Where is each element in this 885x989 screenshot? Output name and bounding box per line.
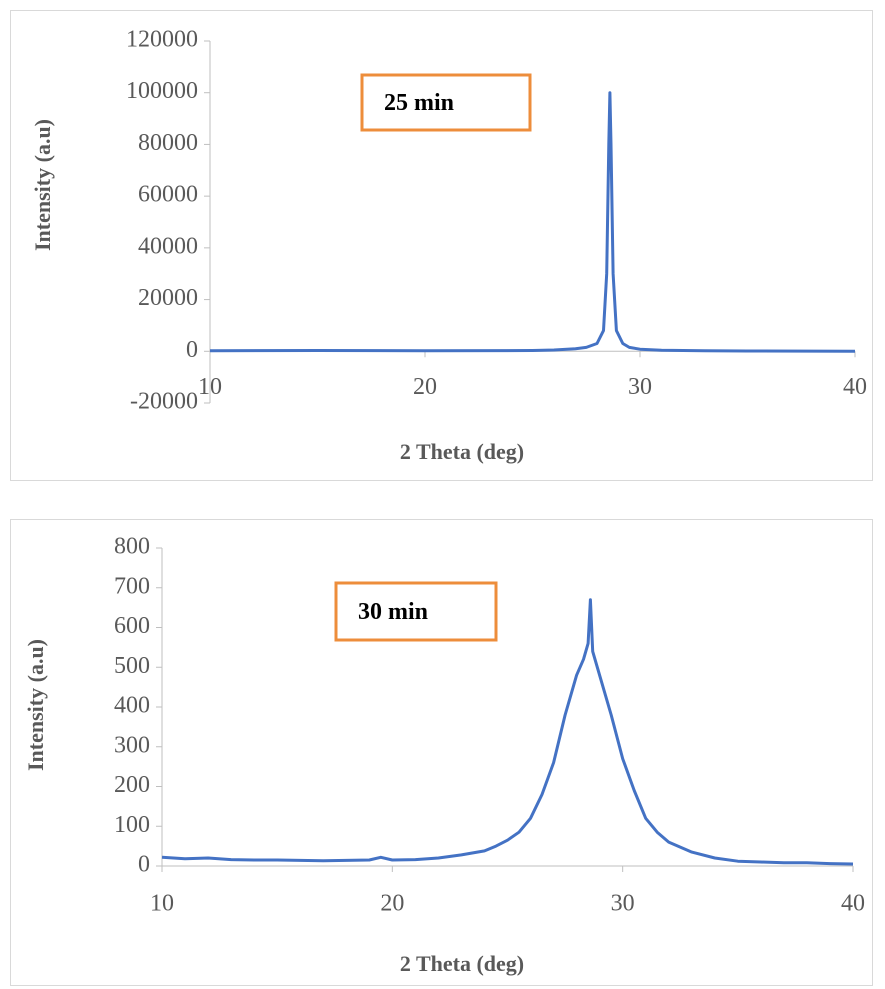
y-tick-label: 100000 [126, 78, 198, 104]
y-tick-label: -20000 [130, 389, 198, 415]
y-tick-label: 400 [114, 693, 150, 719]
x-tick-label: 40 [843, 374, 867, 400]
y-tick-label: 100 [114, 812, 150, 838]
y-tick-label: 600 [114, 613, 150, 639]
y-axis-title: Intensity (a.u) [30, 119, 55, 251]
y-tick-label: 0 [138, 852, 150, 878]
y-tick-label: 200 [114, 772, 150, 798]
y-tick-label: 120000 [126, 27, 198, 53]
x-axis-title: 2 Theta (deg) [400, 951, 524, 976]
annotation: 25 min [384, 90, 454, 116]
annotation-box [360, 73, 532, 132]
y-tick-label: 700 [114, 573, 150, 599]
x-tick-label: 30 [628, 374, 652, 400]
x-tick-label: 10 [150, 891, 174, 917]
x-tick-label: 40 [841, 891, 865, 917]
y-tick-label: 800 [114, 534, 150, 560]
y-tick-label: 40000 [138, 233, 198, 259]
x-axis-title: 2 Theta (deg) [400, 439, 524, 464]
y-tick-label: 0 [186, 337, 198, 363]
y-tick-label: 20000 [138, 285, 198, 311]
x-tick-label: 20 [413, 374, 437, 400]
x-tick-label: 30 [611, 891, 635, 917]
data-line [161, 598, 854, 866]
x-tick-label: 10 [198, 374, 222, 400]
y-tick-label: 300 [114, 732, 150, 758]
annotation-box [334, 581, 498, 642]
y-tick-label: 60000 [138, 182, 198, 208]
annotation: 30 min [358, 599, 428, 625]
y-tick-label: 500 [114, 653, 150, 679]
x-tick-label: 20 [380, 891, 404, 917]
data-line [209, 91, 856, 353]
y-axis-title: Intensity (a.u) [23, 639, 48, 771]
y-tick-label: 80000 [138, 130, 198, 156]
